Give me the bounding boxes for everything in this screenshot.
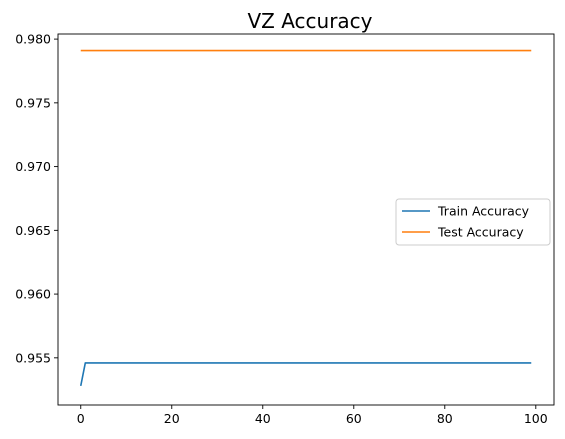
x-tick-label: 80: [437, 411, 453, 426]
series-line-train-accuracy: [79, 362, 532, 387]
legend-box: [395, 198, 551, 246]
legend-label: Train Accuracy: [437, 204, 530, 219]
x-tick-label: 100: [524, 411, 548, 426]
plot-frame: [57, 33, 555, 406]
y-tick-label: 0.980: [15, 32, 51, 47]
legend: Train Accuracy Test Accuracy: [395, 198, 551, 246]
legend-label: Test Accuracy: [437, 225, 524, 240]
x-tick-label: 0: [77, 411, 85, 426]
chart-title: VZ Accuracy: [247, 9, 372, 33]
x-tick-label: 20: [164, 411, 180, 426]
y-tick-label: 0.955: [15, 350, 51, 365]
y-tick-label: 0.975: [15, 95, 51, 110]
y-tick-label: 0.965: [15, 223, 51, 238]
axes-layer: 0 20 40 60 80 100 0.955 0.960 0.965 0.970 0.975 0.9…: [15, 32, 555, 426]
series-layer: [79, 49, 532, 387]
y-tick-label: 0.960: [15, 287, 51, 302]
x-tick-label: 60: [346, 411, 362, 426]
y-tick-label: 0.970: [15, 159, 51, 174]
x-tick-label: 40: [255, 411, 271, 426]
